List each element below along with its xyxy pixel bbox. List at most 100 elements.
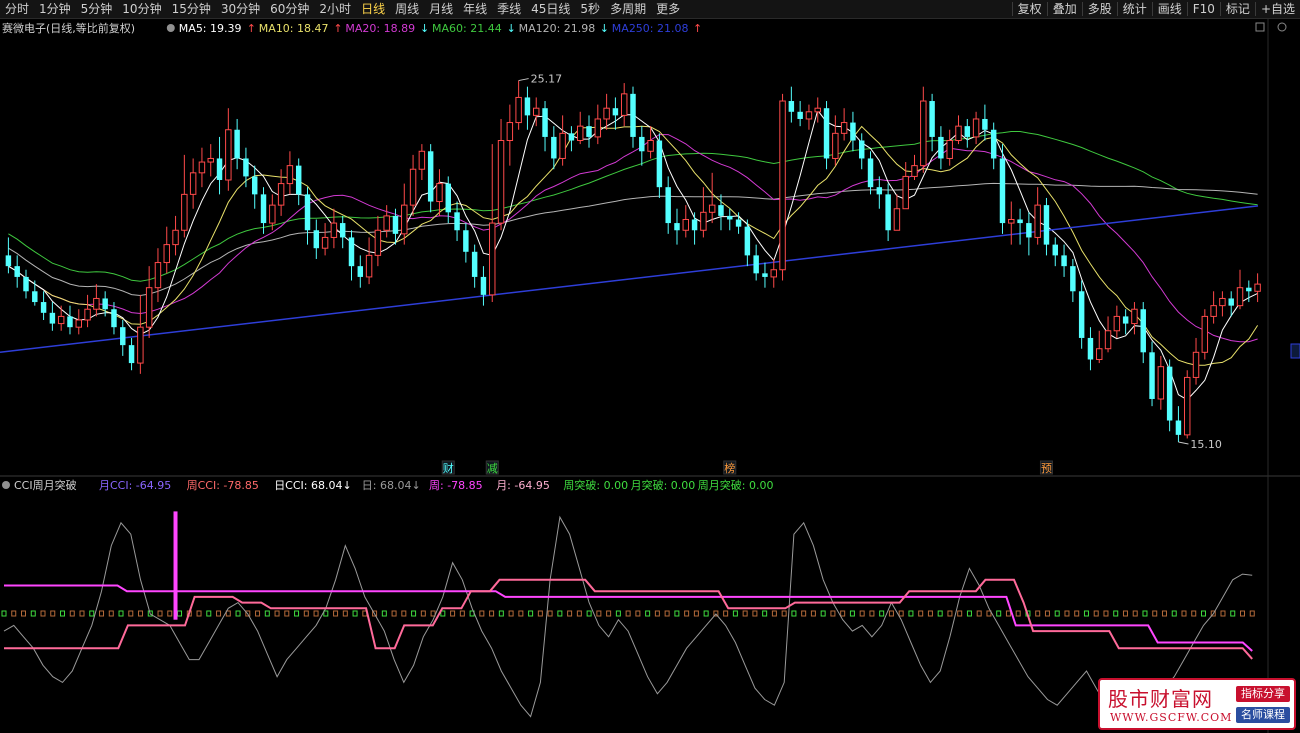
zero-marker-42 xyxy=(411,610,417,617)
period-tab-7[interactable]: 2小时 xyxy=(319,2,352,16)
candle-body-23 xyxy=(207,157,214,163)
zero-marker-20 xyxy=(196,610,202,617)
zero-marker-60 xyxy=(586,610,592,617)
logo-tag-indicators[interactable]: 指标分享 xyxy=(1236,686,1290,702)
candle-body-73 xyxy=(647,140,654,152)
zero-marker-2 xyxy=(21,610,27,617)
zero-marker-39 xyxy=(381,610,387,617)
period-toolbar: 分时 1分钟 5分钟 10分钟 15分钟 30分钟 60分钟 2小时 日线 周线 月线 年线 季线 45日… xyxy=(0,0,1300,19)
cci-legend-2: 日CCI: 68.04↓ xyxy=(274,479,352,492)
candle-body-81 xyxy=(718,205,724,216)
zero-marker-122 xyxy=(1191,610,1197,617)
tool-button-6[interactable]: 标记 xyxy=(1225,2,1250,16)
candle-body-66 xyxy=(586,126,592,137)
zero-marker-82 xyxy=(801,610,807,617)
candle-body-26 xyxy=(234,129,240,159)
event-marker-box-0 xyxy=(441,460,455,475)
tool-button-1[interactable]: 叠加 xyxy=(1052,2,1077,16)
candle-body-61 xyxy=(542,108,548,137)
candle-body-141 xyxy=(1246,287,1252,292)
period-tab-3[interactable]: 10分钟 xyxy=(122,2,162,16)
panel-maximize-icon xyxy=(1255,22,1265,32)
zero-marker-99 xyxy=(966,610,972,617)
zero-marker-30 xyxy=(294,610,300,617)
zero-marker-101 xyxy=(986,610,992,617)
period-tab-2[interactable]: 5分钟 xyxy=(80,2,113,16)
candle-body-29 xyxy=(260,194,267,224)
candle-body-46 xyxy=(409,168,417,206)
legend-ma-3: MA60: 21.44 xyxy=(432,22,502,35)
candle-body-88 xyxy=(779,100,786,271)
legend-ma-arrow-5: ↑ xyxy=(693,22,702,35)
period-tab-4[interactable]: 15分钟 xyxy=(171,2,211,16)
candle-body-33 xyxy=(295,165,302,195)
zero-marker-18 xyxy=(177,610,183,617)
period-tab-15[interactable]: 多周期 xyxy=(610,2,647,16)
candle-body-131 xyxy=(1157,366,1165,400)
period-tab-16[interactable]: 更多 xyxy=(656,2,681,16)
candle-body-97 xyxy=(859,140,865,159)
period-tab-5[interactable]: 30分钟 xyxy=(220,2,261,16)
period-tab-10[interactable]: 月线 xyxy=(429,2,454,16)
zero-marker-89 xyxy=(869,610,875,617)
candle-body-139 xyxy=(1228,298,1234,306)
candle-body-137 xyxy=(1210,305,1217,317)
zero-marker-28 xyxy=(274,610,280,617)
period-tab-1[interactable]: 1分钟 xyxy=(39,2,71,16)
candle-body-9 xyxy=(84,308,91,321)
zero-marker-77 xyxy=(752,610,758,617)
candle-body-125 xyxy=(1104,330,1112,350)
candle-body-101 xyxy=(893,208,901,231)
tool-button-4[interactable]: 画线 xyxy=(1157,2,1182,16)
zero-marker-23 xyxy=(225,610,231,617)
legend-gear-icon xyxy=(166,24,175,32)
zero-marker-91 xyxy=(888,610,894,617)
high-price-label: 25.17 xyxy=(531,73,563,86)
tool-button-0[interactable]: 复权 xyxy=(1017,2,1042,16)
legend-ma-4: MA120: 21.98 xyxy=(519,22,596,35)
logo-url: WWW.GSCFW.COM xyxy=(1110,711,1233,724)
legend-ma-arrow-4: ↓ xyxy=(600,22,609,35)
zero-marker-9 xyxy=(89,610,95,617)
zero-marker-108 xyxy=(1054,610,1060,617)
candle-body-123 xyxy=(1087,337,1094,360)
candle-body-64 xyxy=(568,133,575,141)
zero-marker-34 xyxy=(333,610,339,617)
zero-marker-96 xyxy=(937,610,943,617)
candle-body-28 xyxy=(251,176,258,195)
zero-marker-61 xyxy=(596,610,602,617)
period-tab-14[interactable]: 5秒 xyxy=(580,2,601,16)
zero-marker-62 xyxy=(606,610,612,617)
period-tab-9[interactable]: 周线 xyxy=(395,2,420,16)
cci-legend-6: 周突破: 0.00 xyxy=(563,478,628,492)
candle-body-106 xyxy=(938,136,944,159)
tool-button-5[interactable]: F10 xyxy=(1192,2,1215,16)
tool-button-2[interactable]: 多股 xyxy=(1087,2,1112,16)
zero-marker-78 xyxy=(762,610,768,617)
legend-stock-name: 赛微电子(日线,等比前复权) xyxy=(2,21,135,35)
candle-body-10 xyxy=(93,297,100,310)
low-price-label: 15.10 xyxy=(1190,438,1222,451)
zero-marker-70 xyxy=(684,610,690,617)
candle-body-142 xyxy=(1254,283,1261,292)
candle-body-120 xyxy=(1061,255,1067,267)
candle-body-6 xyxy=(57,315,65,325)
zero-marker-121 xyxy=(1181,610,1187,617)
logo-tag-courses[interactable]: 名师课程 xyxy=(1236,707,1290,723)
zero-marker-36 xyxy=(352,610,358,617)
zero-marker-21 xyxy=(206,610,212,617)
candle-body-25 xyxy=(225,129,232,181)
period-tab-0[interactable]: 分时 xyxy=(5,2,30,16)
candle-body-41 xyxy=(365,254,373,278)
tool-button-7[interactable]: +自选 xyxy=(1260,2,1295,16)
tool-button-3[interactable]: 统计 xyxy=(1122,2,1147,16)
period-tab-6[interactable]: 60分钟 xyxy=(270,2,310,16)
period-tab-8[interactable]: 日线 xyxy=(361,2,386,16)
candle-body-67 xyxy=(594,118,602,138)
period-tab-13[interactable]: 45日线 xyxy=(531,2,571,16)
period-tab-11[interactable]: 年线 xyxy=(463,2,488,16)
candle-body-13 xyxy=(120,327,126,346)
period-tab-12[interactable]: 季线 xyxy=(497,2,522,16)
zero-marker-46 xyxy=(450,610,456,617)
